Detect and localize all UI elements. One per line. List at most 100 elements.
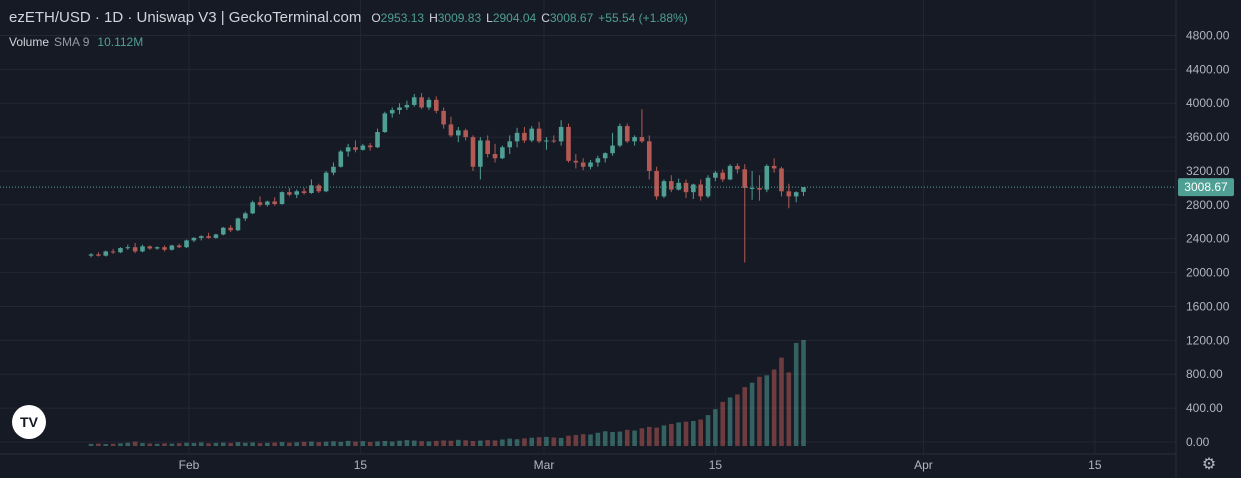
candle-body [404,104,410,108]
candle-body [243,213,248,219]
candle-body [573,160,579,163]
volume-bar [125,442,131,446]
volume-bar [279,442,285,446]
volume-bar [353,441,358,446]
candle-body [661,181,667,197]
volume-bar [118,443,123,446]
volume-bar [110,443,116,446]
volume-bar [779,357,784,446]
volume-bar [191,443,197,446]
candle-body [360,145,366,150]
volume-bar [610,432,615,446]
candle-body [771,165,777,169]
candle-body [500,147,505,159]
volume-bar [558,437,564,446]
candle-body [749,187,755,189]
candle-body [551,140,557,142]
volume-bar [220,442,226,446]
volume-bar [580,434,586,446]
candle-body [272,201,277,205]
low-label: L [486,11,493,25]
candle-body [801,187,806,192]
volume-bar [617,431,623,446]
volume-bar [309,441,314,446]
candle-body [169,245,175,250]
candle-body [735,165,740,170]
volume-name: Volume [9,35,50,49]
time-tick-label: 15 [1088,458,1102,472]
volume-legend[interactable]: Volume SMA 9 10.112M [9,35,143,49]
tradingview-logo-icon[interactable]: TV [12,405,46,439]
candle-body [463,130,468,138]
candle-body [779,168,784,192]
volume-bar [793,342,799,446]
volume-bar [522,438,527,446]
volume-bar [169,443,175,446]
volume-bar [184,442,189,446]
candle-body [441,110,446,125]
volume-bar [632,430,637,446]
volume-bar [213,442,219,446]
candle-body [588,162,593,167]
volume-indicator: SMA 9 [54,35,90,49]
candle-body [125,247,131,249]
price-tick-label: 1600.00 [1186,299,1230,313]
volume-bar [661,425,667,446]
volume-bar [338,441,344,446]
last-price-label: 3008.67 [1184,180,1228,194]
candle-body [485,140,490,155]
candle-body [206,236,211,238]
candle-body [522,132,527,141]
volume-bar [419,441,424,446]
candle-body [154,247,160,249]
candle-body [140,246,145,252]
gear-icon[interactable]: ⚙ [1201,456,1217,473]
candle-body [727,165,733,180]
volume-bar [433,440,439,446]
candle-body [338,151,344,167]
low-number: 2904.04 [492,11,537,25]
candle-body [323,172,329,192]
candle-body [544,140,549,142]
candle-body [529,128,535,141]
candle-body [228,227,233,231]
volume-bar [485,440,490,446]
open-number: 2953.13 [380,11,425,25]
candle-body [345,147,351,152]
candle-body [536,128,542,142]
candle-body [367,145,373,148]
time-tick-label: Mar [534,458,555,472]
candle-body [382,113,388,133]
price-tick-label: 4400.00 [1186,62,1230,76]
candle-body [96,254,101,256]
candle-body [331,166,336,173]
candle-body [279,192,285,205]
volume-bar [316,442,322,446]
candle-body [786,191,792,197]
volume-bar [375,441,380,446]
candle-body [419,97,424,108]
volume-bar [265,442,270,446]
symbol-title[interactable]: ezETH/USD · 1D · Uniswap V3 | GeckoTermi… [9,9,362,26]
volume-bar [749,382,755,446]
candle-body [301,191,307,193]
candle-body [162,247,167,250]
volume-bar [757,376,762,446]
volume-bar [463,440,468,446]
high-number: 3009.83 [437,11,482,25]
low-value: L2904.04 [486,11,536,25]
candle-body [353,147,358,150]
time-tick-label: Feb [179,458,200,472]
candle-body [389,110,395,114]
high-value: H3009.83 [429,11,481,25]
candle-body [397,107,402,110]
volume-bar [360,441,366,446]
candle-body [184,240,189,248]
candle-body [676,182,681,190]
candle-body [610,145,615,154]
volume-bar [771,369,777,446]
candle-body [147,246,153,249]
candle-body [632,137,637,142]
volume-bar [588,434,593,446]
